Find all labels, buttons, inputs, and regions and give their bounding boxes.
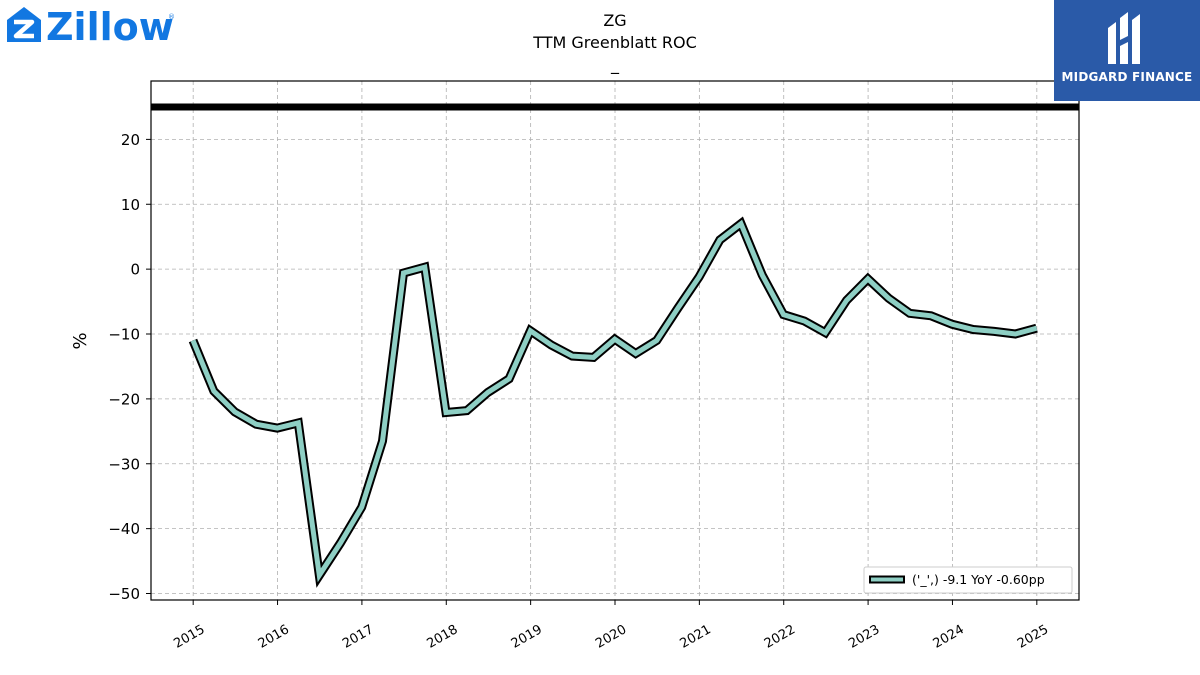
y-tick-label: 10 — [121, 196, 140, 214]
midgard-monogram-icon — [1108, 12, 1140, 64]
x-tick-label: 2020 — [593, 622, 629, 652]
zillow-house-icon — [7, 7, 41, 42]
x-tick-label: 2015 — [171, 622, 207, 652]
y-tick-label: −50 — [108, 585, 140, 603]
x-tick-label: 2016 — [256, 622, 292, 652]
x-axis: 2015 2016 2017 2018 2019 2020 2021 2022 2023 2024… — [171, 600, 1051, 652]
legend-label: ('_',) -9.1 YoY -0.60pp — [912, 572, 1045, 587]
legend-box — [863, 566, 1073, 594]
y-tick-label: −10 — [108, 326, 140, 344]
chart-subtitle-underscore: _ — [610, 55, 620, 75]
x-tick-label: 2018 — [424, 622, 460, 652]
series-layer — [188, 216, 1038, 588]
midgard-brand-text: MIDGARD FINANCE — [1061, 70, 1193, 84]
x-tick-label: 2024 — [931, 622, 967, 652]
x-tick-label: 2019 — [509, 622, 545, 652]
legend-swatch — [871, 577, 903, 582]
legend: ('_',) -9.1 YoY -0.60pp — [863, 566, 1073, 594]
chart-subtitle: TTM Greenblatt ROC — [532, 33, 697, 52]
zillow-logo: Zillow ® — [7, 5, 175, 46]
y-tick-label: 20 — [121, 131, 140, 149]
x-tick-label: 2021 — [678, 622, 714, 652]
x-tick-label: 2022 — [762, 622, 798, 652]
midgard-finance-logo: MIDGARD FINANCE — [1054, 0, 1200, 101]
y-tick-label: −20 — [108, 390, 140, 408]
x-tick-label: 2017 — [340, 622, 376, 652]
x-tick-label: 2025 — [1015, 622, 1051, 652]
zillow-z-mark — [13, 19, 35, 39]
y-tick-label: 0 — [130, 261, 140, 279]
y-axis-label: % — [70, 332, 91, 349]
y-tick-label: −40 — [108, 520, 140, 538]
y-tick-label: −30 — [108, 455, 140, 473]
zillow-wordmark: Zillow — [46, 5, 174, 46]
series-line — [190, 219, 1038, 583]
x-tick-label: 2023 — [846, 622, 882, 652]
chart-title: ZG — [603, 11, 626, 30]
y-axis: 20 10 0 −10 −20 −30 −40 −50 — [108, 131, 151, 603]
zillow-registered-mark: ® — [168, 13, 175, 21]
